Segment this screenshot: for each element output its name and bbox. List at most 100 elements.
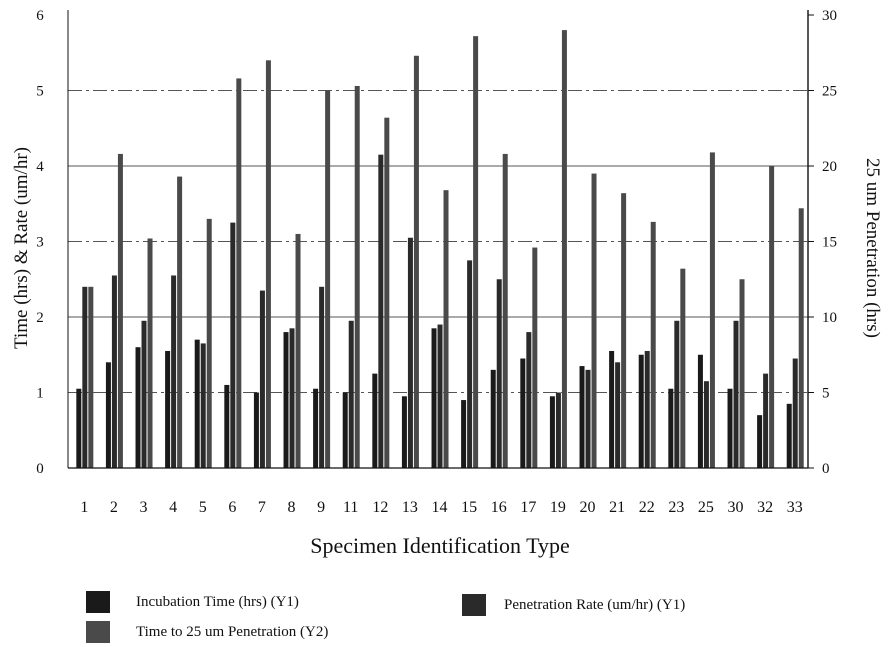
x-tick-label: 14 xyxy=(432,499,448,516)
bar xyxy=(490,369,496,468)
bar xyxy=(431,328,437,468)
bar xyxy=(372,373,378,468)
bar xyxy=(230,222,236,468)
bar xyxy=(177,176,183,468)
bar xyxy=(697,354,703,468)
bar xyxy=(407,237,413,468)
x-tick-label: 15 xyxy=(461,499,477,516)
bar xyxy=(354,85,360,468)
x-tick-label: 9 xyxy=(317,499,325,516)
right-tick-label: 30 xyxy=(822,8,837,24)
bar xyxy=(171,275,177,468)
bar xyxy=(289,328,295,468)
x-axis-label: Specimen Identification Type xyxy=(310,533,570,558)
bar xyxy=(348,320,354,468)
bar xyxy=(443,190,449,468)
bar xyxy=(674,320,680,468)
bar xyxy=(236,78,242,469)
bar xyxy=(650,221,656,468)
bar xyxy=(147,238,153,468)
left-tick-label: 5 xyxy=(36,84,44,100)
bar xyxy=(384,117,390,469)
bar xyxy=(496,279,502,468)
axes xyxy=(67,10,809,469)
x-axis-ticks: 1 2 3 4 5 6 7 8 9 11 12 13 14 15 16 17 19 20 21 22 23 25 30 32 3… xyxy=(80,499,802,516)
x-tick-label: 5 xyxy=(199,499,207,516)
bar xyxy=(200,343,206,468)
x-tick-label: 8 xyxy=(288,499,296,516)
bar xyxy=(283,332,289,468)
x-tick-label: 1 xyxy=(80,499,88,516)
bar xyxy=(579,366,585,468)
right-tick-label: 25 xyxy=(822,84,837,100)
bar xyxy=(165,350,171,468)
x-tick-label: 13 xyxy=(402,499,418,516)
x-tick-label: 12 xyxy=(372,499,388,516)
left-axis-ticks: 0 1 2 3 4 5 6 xyxy=(36,8,44,477)
bar xyxy=(473,36,479,468)
x-tick-label: 30 xyxy=(728,499,744,516)
bar xyxy=(88,286,94,468)
bar xyxy=(638,354,644,468)
bar xyxy=(520,358,526,468)
x-tick-label: 11 xyxy=(343,499,358,516)
bar xyxy=(224,384,230,468)
bar xyxy=(680,268,686,468)
left-tick-label: 1 xyxy=(36,386,44,402)
x-tick-label: 3 xyxy=(140,499,148,516)
bar xyxy=(703,381,709,468)
bar xyxy=(786,403,792,468)
right-tick-label: 20 xyxy=(822,159,837,175)
right-axis-ticks: 0 5 10 15 20 25 30 xyxy=(808,8,837,477)
bar xyxy=(313,388,319,468)
left-tick-label: 6 xyxy=(36,8,44,24)
x-tick-label: 2 xyxy=(110,499,118,516)
bar xyxy=(727,388,733,468)
right-tick-label: 5 xyxy=(822,386,830,402)
bar xyxy=(206,218,212,468)
bar xyxy=(259,290,265,468)
x-tick-label: 25 xyxy=(698,499,714,516)
x-tick-label: 19 xyxy=(550,499,566,516)
left-tick-label: 0 xyxy=(36,461,44,477)
bar xyxy=(413,55,419,469)
bar xyxy=(668,388,674,468)
bar xyxy=(585,369,591,468)
right-tick-label: 15 xyxy=(822,235,837,251)
x-tick-label: 21 xyxy=(609,499,625,516)
bar xyxy=(253,392,259,468)
bar xyxy=(111,275,117,468)
x-tick-label: 16 xyxy=(491,499,507,516)
bar xyxy=(342,392,348,468)
bar xyxy=(763,373,769,468)
left-tick-label: 3 xyxy=(36,235,44,251)
x-tick-label: 7 xyxy=(258,499,266,516)
bar xyxy=(82,286,88,468)
bar xyxy=(319,286,325,468)
bar xyxy=(194,339,200,468)
x-tick-label: 20 xyxy=(580,499,596,516)
bar xyxy=(502,153,508,469)
x-tick-label: 17 xyxy=(520,499,536,516)
bar xyxy=(792,358,798,468)
bar xyxy=(644,350,650,468)
x-tick-label: 4 xyxy=(169,499,177,516)
bar xyxy=(378,154,384,469)
bar xyxy=(615,362,621,468)
x-tick-label: 33 xyxy=(787,499,803,516)
bar xyxy=(467,260,473,468)
bar xyxy=(757,415,763,468)
bar xyxy=(265,60,271,469)
right-tick-label: 0 xyxy=(822,461,830,477)
bar xyxy=(325,90,331,468)
bar xyxy=(76,388,82,468)
bar xyxy=(561,30,567,468)
x-tick-label: 6 xyxy=(228,499,236,516)
bar xyxy=(609,350,615,468)
bar xyxy=(532,247,538,468)
bar xyxy=(739,279,745,468)
right-axis-label: 25 um Penetration (hrs) xyxy=(862,158,883,338)
bar xyxy=(105,362,111,468)
right-tick-label: 10 xyxy=(822,310,837,326)
